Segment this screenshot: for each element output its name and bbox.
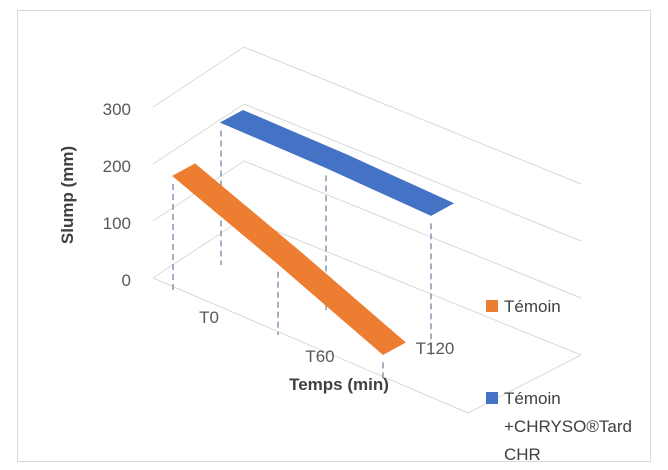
y-tick-label: 300 — [103, 100, 131, 119]
x-tick-label: T0 — [199, 308, 219, 327]
legend-label-temoin-chryso-line2: +CHRYSO®Tard — [504, 417, 632, 436]
series-ribbon-temoin — [172, 163, 406, 355]
gridline — [152, 46, 582, 185]
series-ribbon-temoin-chryso — [219, 109, 455, 216]
y-tick-label: 0 — [122, 271, 131, 290]
floor-front-edge — [152, 277, 469, 414]
legend-swatch-temoin — [486, 300, 498, 312]
legend-label-temoin-chryso-line1: Témoin — [504, 389, 561, 408]
x-axis-title: Temps (min) — [289, 375, 389, 394]
chart-frame — [17, 10, 651, 462]
legend-label-temoin: Témoin — [504, 297, 561, 316]
legend-swatch-temoin-chryso — [486, 392, 498, 404]
y-axis-title: Slump (mm) — [58, 146, 77, 244]
gridline — [152, 103, 582, 242]
x-tick-label: T60 — [305, 347, 334, 366]
x-tick-label: T120 — [416, 339, 455, 358]
legend-label-temoin-chryso-line3: CHR — [504, 445, 541, 464]
legend: Témoin Témoin +CHRYSO®Tard CHR — [486, 297, 632, 464]
gridline — [152, 160, 582, 299]
y-tick-label: 100 — [103, 214, 131, 233]
y-tick-label: 200 — [103, 157, 131, 176]
